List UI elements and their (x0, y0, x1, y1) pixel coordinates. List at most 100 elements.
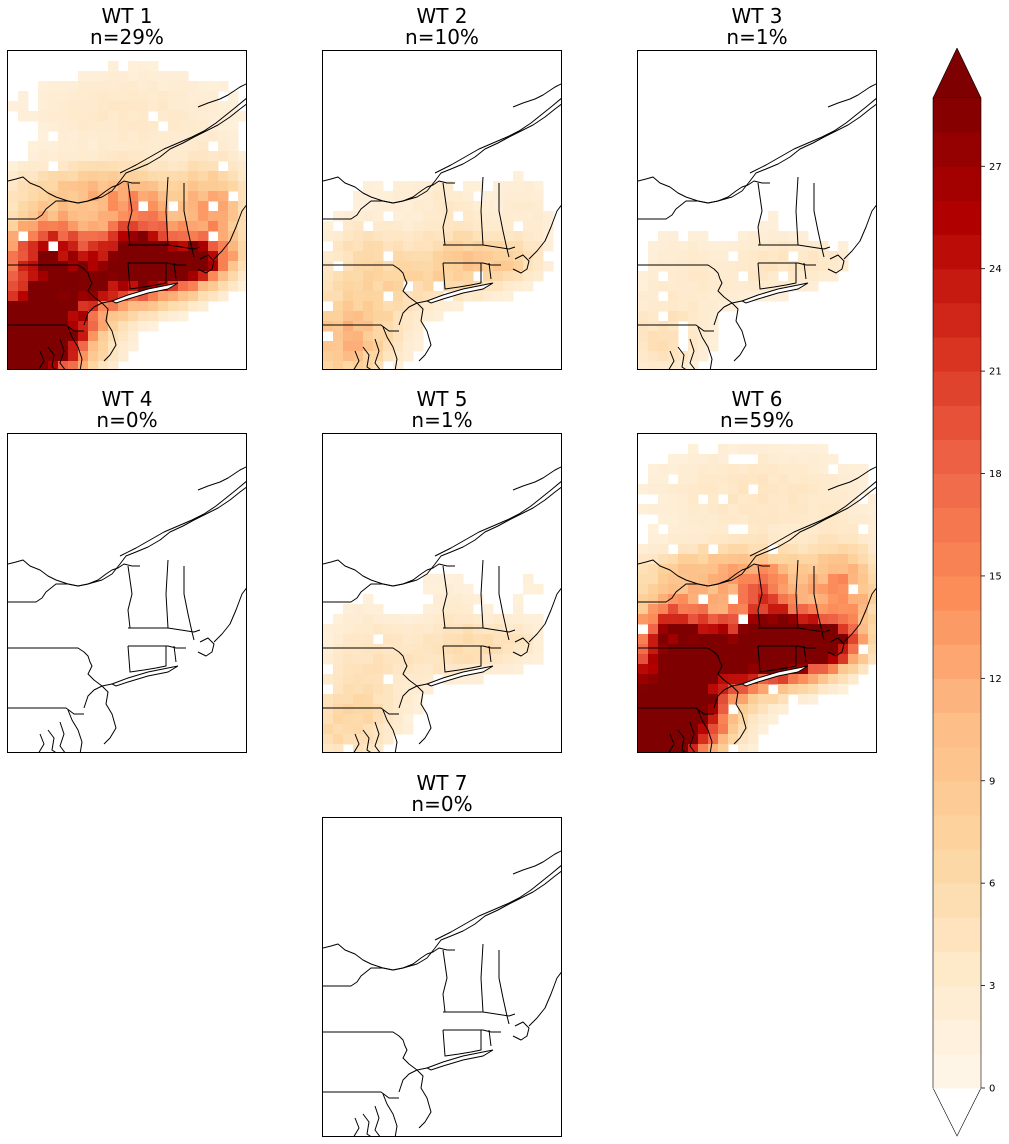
contour-cell (8, 231, 19, 242)
contour-cell (778, 454, 789, 465)
contour-cell (648, 724, 659, 735)
contour-cell (708, 261, 719, 272)
contour-cell (493, 664, 504, 675)
contour-cell (483, 654, 494, 665)
contour-cell (423, 201, 434, 212)
contour-cell (523, 624, 534, 635)
contour-cell (648, 241, 659, 252)
contour-cell (838, 554, 849, 565)
contour-cell (808, 271, 819, 282)
contour-cell (728, 554, 739, 565)
contour-cell (98, 241, 109, 252)
contour-cell (453, 271, 464, 282)
contour-cell (18, 361, 29, 369)
contour-cell (78, 151, 89, 162)
contour-cell (403, 261, 414, 272)
contour-cell (158, 171, 169, 182)
contour-cell (648, 341, 659, 352)
contour-cell (828, 514, 839, 525)
contour-cell (238, 171, 246, 182)
contour-cell (738, 604, 749, 615)
contour-cell (463, 241, 474, 252)
contour-cell (688, 664, 699, 675)
contour-cell (413, 281, 424, 292)
contour-cell (188, 271, 199, 282)
contour-cell (18, 161, 29, 172)
contour-cell (858, 564, 869, 575)
colorbar-level (933, 849, 981, 884)
contour-cell (38, 311, 49, 322)
contour-cell (58, 131, 69, 142)
contour-cell (108, 191, 119, 202)
contour-cell (483, 191, 494, 202)
contour-cell (413, 644, 424, 655)
contour-cell (758, 281, 769, 292)
contour-cell (88, 321, 99, 332)
contour-cell (718, 251, 729, 262)
contour-cell (818, 564, 829, 575)
contour-cell (28, 241, 39, 252)
contour-cell (708, 534, 719, 545)
contour-cell (138, 111, 149, 122)
contour-cell (678, 454, 689, 465)
contour-cell (58, 211, 69, 222)
contour-cell (148, 191, 159, 202)
contour-cell (58, 241, 69, 252)
contour-cell (688, 624, 699, 635)
contour-cell (708, 241, 719, 252)
contour-cell (668, 361, 679, 369)
contour-cell (38, 201, 49, 212)
contour-cell (333, 644, 344, 655)
contour-cell (118, 331, 129, 342)
gaspe-coast (197, 83, 246, 108)
contour-cell (413, 694, 424, 705)
contour-cell (18, 341, 29, 352)
contour-cell (363, 361, 374, 369)
contour-cell (138, 71, 149, 82)
contour-cell (678, 664, 689, 675)
panel-title: WT 2 (416, 4, 468, 28)
border-ny-pa (323, 647, 428, 687)
contour-cell (838, 654, 849, 665)
contour-cell (8, 311, 19, 322)
contour-cell (48, 181, 59, 192)
contour-cell (718, 544, 729, 555)
contour-cell (118, 261, 129, 272)
contour-cell (648, 331, 659, 342)
contour-cell (768, 714, 779, 725)
contour-cell (228, 281, 239, 292)
contour-cell (353, 311, 364, 322)
contour-cell (393, 191, 404, 202)
contour-cell (58, 321, 69, 332)
contour-cell (108, 351, 119, 362)
contour-cell (868, 534, 876, 545)
contour-cell (828, 484, 839, 495)
contour-cell (403, 211, 414, 222)
contour-cell (238, 271, 246, 282)
contour-cell (228, 201, 239, 212)
contour-cell (158, 111, 169, 122)
contour-cell (668, 331, 679, 342)
contour-cell (58, 191, 69, 202)
contour-cell (108, 81, 119, 92)
contour-cell (838, 674, 849, 685)
map-svg (638, 83, 876, 369)
contour-cell (188, 231, 199, 242)
contour-cell (433, 301, 444, 312)
contour-cell (453, 674, 464, 685)
contour-cell (768, 654, 779, 665)
contour-cell (638, 504, 649, 515)
contour-cell (453, 301, 464, 312)
contour-cell (178, 181, 189, 192)
contour-cell (818, 464, 829, 475)
contour-cell (78, 291, 89, 302)
contour-cell (148, 171, 159, 182)
contour-cell (433, 181, 444, 192)
panel-title: WT 3 (731, 4, 783, 28)
contour-cell (373, 241, 384, 252)
contour-cell (708, 301, 719, 312)
contour-cell (228, 91, 239, 102)
contour-cell (138, 61, 149, 72)
contour-cell (423, 574, 434, 585)
contour-cell (363, 181, 374, 192)
